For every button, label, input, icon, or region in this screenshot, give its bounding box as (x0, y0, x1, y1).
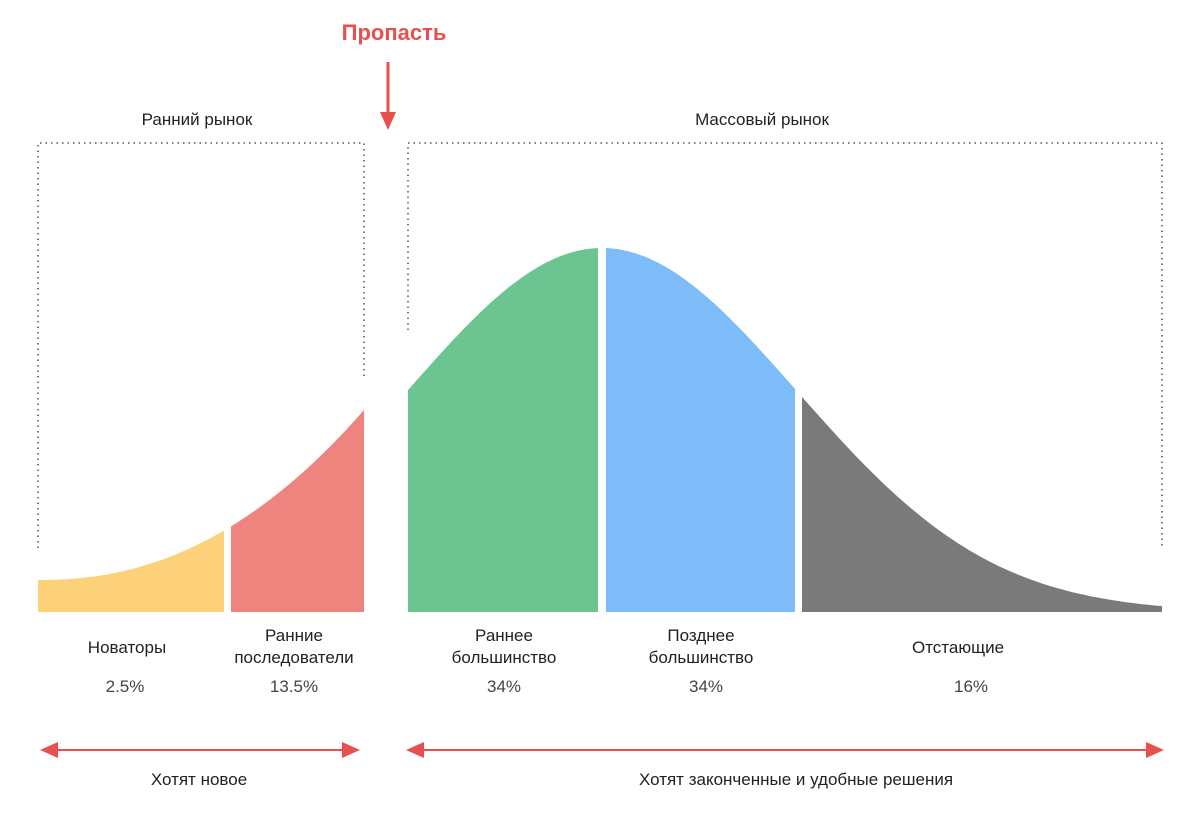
segment-label-innovators: Новаторы (87, 638, 167, 657)
early-want-note: Хотят новое (150, 770, 248, 789)
percent-late-majority: 34% (688, 677, 724, 696)
segment-laggards (802, 396, 1162, 612)
segment-late-majority (606, 248, 795, 612)
percent-early-adopters: 13.5% (269, 677, 319, 696)
mass-want-note: Хотят законченные и удобные решения (638, 770, 954, 789)
percent-laggards: 16% (953, 677, 989, 696)
segment-label-laggards: Отстающие (911, 638, 1005, 657)
percent-innovators: 2.5% (105, 677, 145, 696)
chasm-arrowhead (380, 112, 396, 130)
chasm-label: Пропасть (341, 20, 447, 45)
segment-early-adopters (231, 410, 364, 612)
segment-label-early-majority: Раннее большинство (451, 626, 557, 667)
segment-label-early-adopters: Ранние последователи (234, 626, 354, 667)
early-market-bracket (37, 142, 365, 548)
early-market-label: Ранний рынок (141, 110, 253, 129)
segment-label-late-majority: Позднее большинство (648, 626, 754, 667)
mass-market-bracket (407, 142, 1163, 548)
segment-innovators (38, 530, 224, 612)
percent-early-majority: 34% (486, 677, 522, 696)
mass-market-label: Массовый рынок (695, 110, 829, 129)
segment-early-majority (408, 248, 598, 612)
